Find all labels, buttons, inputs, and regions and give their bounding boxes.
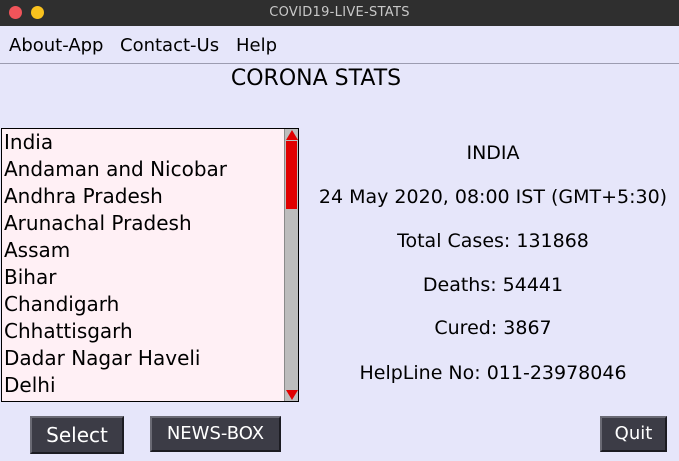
close-window-icon[interactable] — [9, 6, 22, 19]
menu-contact-us[interactable]: Contact-Us — [120, 35, 220, 56]
quit-button[interactable]: Quit — [600, 416, 667, 452]
cured-count: Cured: 3867 — [434, 317, 552, 339]
list-item[interactable]: Chandigarh — [4, 292, 120, 316]
window-title: COVID19-LIVE-STATS — [269, 5, 410, 20]
list-item[interactable]: Andaman and Nicobar — [4, 157, 227, 181]
app-heading: CORONA STATS — [230, 66, 402, 91]
deaths-count: Deaths: 54441 — [422, 274, 564, 296]
minimize-window-icon[interactable] — [31, 6, 44, 19]
scroll-up-arrow-icon[interactable] — [286, 130, 298, 140]
list-scrollbar[interactable] — [284, 129, 298, 401]
list-item[interactable]: Dadar Nagar Haveli — [4, 346, 201, 370]
title-bar: COVID19-LIVE-STATS — [0, 0, 679, 26]
list-item[interactable]: Delhi — [4, 373, 56, 397]
menu-help[interactable]: Help — [236, 35, 278, 56]
select-button[interactable]: Select — [30, 416, 124, 454]
list-item[interactable]: India — [4, 130, 54, 154]
state-listbox[interactable]: India Andaman and Nicobar Andhra Pradesh… — [1, 128, 299, 402]
scrollbar-thumb[interactable] — [286, 141, 297, 209]
update-datetime: 24 May 2020, 08:00 IST (GMT+5:30) — [318, 186, 668, 208]
list-item[interactable]: Bihar — [4, 265, 57, 289]
region-name: INDIA — [466, 142, 520, 164]
list-item[interactable]: Andhra Pradesh — [4, 184, 163, 208]
menu-about-app[interactable]: About-App — [9, 35, 104, 56]
total-cases: Total Cases: 131868 — [397, 230, 589, 252]
helpline-number: HelpLine No: 011-23978046 — [359, 362, 627, 384]
scroll-down-arrow-icon[interactable] — [286, 390, 298, 400]
news-box-button[interactable]: NEWS-BOX — [150, 416, 281, 452]
list-item[interactable]: Assam — [4, 238, 71, 262]
list-item[interactable]: Chhattisgarh — [4, 319, 133, 343]
list-item[interactable]: Arunachal Pradesh — [4, 211, 192, 235]
menu-bar: About-App Contact-Us Help — [0, 26, 679, 64]
